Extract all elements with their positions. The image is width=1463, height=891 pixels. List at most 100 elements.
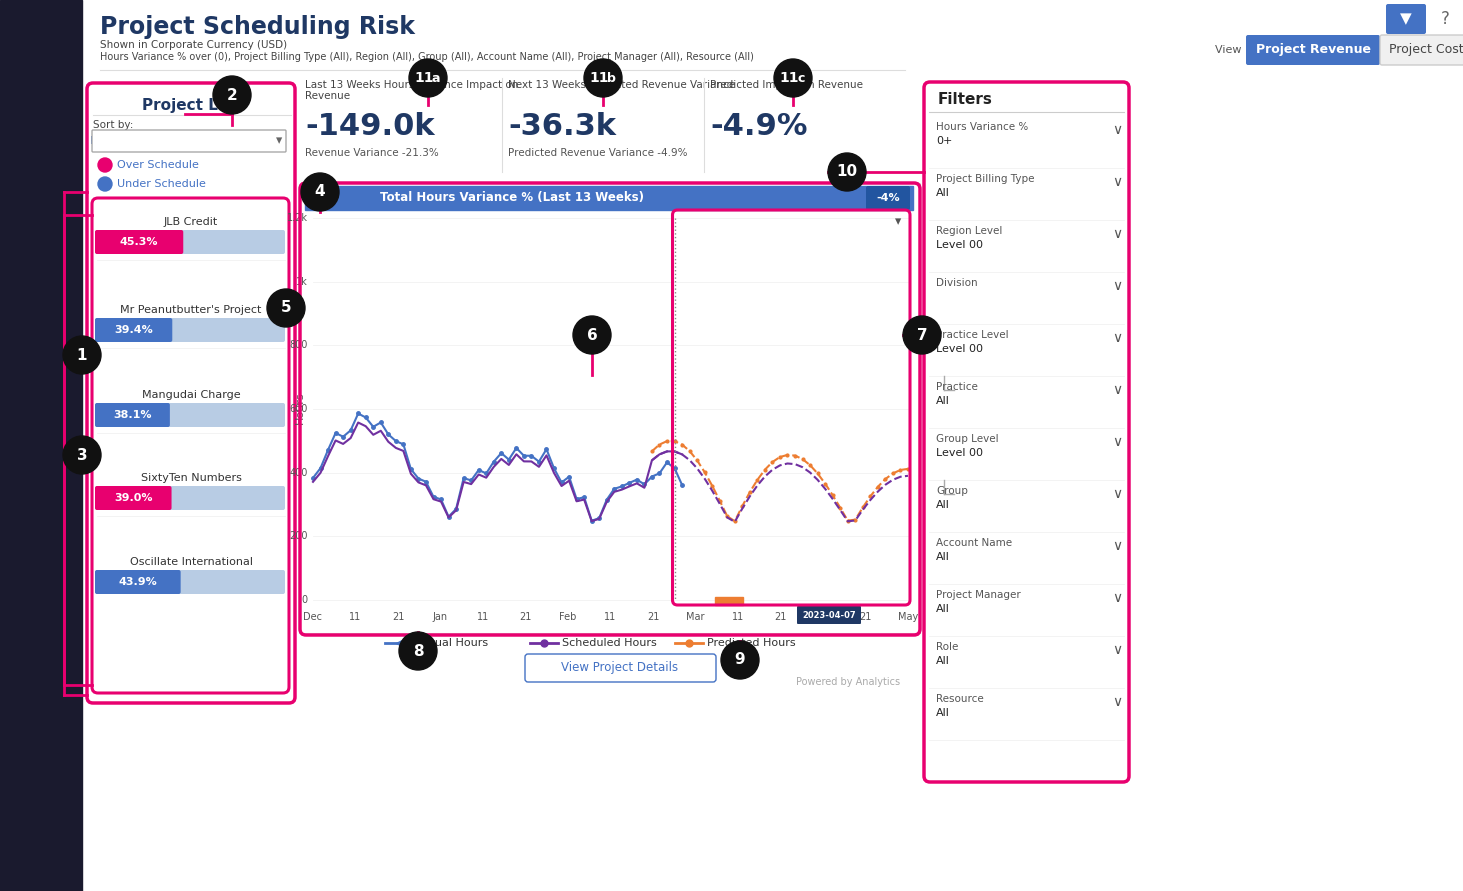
Text: Project Manager: Project Manager <box>936 590 1021 600</box>
Circle shape <box>268 289 304 327</box>
Text: 8: 8 <box>413 643 423 658</box>
Bar <box>304 186 913 210</box>
Text: 11: 11 <box>414 71 433 85</box>
Text: Dec: Dec <box>303 612 322 622</box>
Text: 21: 21 <box>519 612 531 622</box>
Text: SixtyTen Numbers: SixtyTen Numbers <box>140 473 241 483</box>
FancyBboxPatch shape <box>866 186 910 210</box>
Text: 0+: 0+ <box>936 136 952 146</box>
Text: -36.3k: -36.3k <box>508 112 616 141</box>
Text: Over Schedule: Over Schedule <box>117 160 199 170</box>
Text: ▼: ▼ <box>1400 12 1412 27</box>
Text: All: All <box>936 604 949 614</box>
Text: 11: 11 <box>350 612 361 622</box>
Text: Mangudai Charge: Mangudai Charge <box>142 390 240 400</box>
Text: ∨: ∨ <box>1112 227 1122 241</box>
Text: 9: 9 <box>734 652 745 667</box>
FancyBboxPatch shape <box>86 83 296 703</box>
Text: Predicted Revenue Variance -4.9%: Predicted Revenue Variance -4.9% <box>508 148 688 158</box>
Text: c: c <box>797 71 805 85</box>
Text: ∨: ∨ <box>1112 383 1122 397</box>
Text: Scheduled Hours: Scheduled Hours <box>562 638 657 648</box>
Text: 4: 4 <box>315 184 325 200</box>
Text: 1: 1 <box>76 347 88 363</box>
FancyBboxPatch shape <box>92 130 285 152</box>
Text: ∨: ∨ <box>1112 539 1122 553</box>
Text: 600: 600 <box>290 404 309 414</box>
Text: ▾: ▾ <box>275 135 282 148</box>
Text: ∨: ∨ <box>1112 487 1122 501</box>
Text: 11: 11 <box>780 71 799 85</box>
Text: Project List: Project List <box>142 98 240 113</box>
Text: 2: 2 <box>227 87 237 102</box>
Text: Level 00: Level 00 <box>936 344 983 354</box>
Text: ∨: ∨ <box>1112 123 1122 137</box>
Text: 39.4%: 39.4% <box>114 325 154 335</box>
FancyBboxPatch shape <box>95 318 173 342</box>
Text: Project Billing Type: Project Billing Type <box>936 174 1034 184</box>
Text: Under Schedule: Under Schedule <box>117 179 206 189</box>
Text: All: All <box>936 188 949 198</box>
Text: ∨: ∨ <box>1112 175 1122 189</box>
Text: Hours: Hours <box>296 392 304 424</box>
Bar <box>715 597 743 605</box>
Text: Level 00: Level 00 <box>936 240 983 250</box>
Text: Filters: Filters <box>938 92 993 107</box>
Text: Resource: Resource <box>936 694 983 704</box>
Text: 11: 11 <box>477 612 489 622</box>
Text: Next 13 Weeks Predicted Revenue Variance: Next 13 Weeks Predicted Revenue Variance <box>508 80 736 90</box>
Text: 10: 10 <box>837 165 857 179</box>
Text: Role: Role <box>936 642 958 652</box>
Text: 800: 800 <box>290 340 309 350</box>
Text: All: All <box>936 708 949 718</box>
Circle shape <box>903 316 941 354</box>
Text: All: All <box>936 552 949 562</box>
Text: -4%: -4% <box>876 193 900 203</box>
FancyBboxPatch shape <box>95 230 285 254</box>
Text: Actual Hours: Actual Hours <box>417 638 489 648</box>
FancyBboxPatch shape <box>1380 35 1463 65</box>
FancyBboxPatch shape <box>95 570 180 594</box>
Circle shape <box>63 436 101 474</box>
Text: 5: 5 <box>281 300 291 315</box>
Text: Sort by:: Sort by: <box>94 120 133 130</box>
Text: Practice: Practice <box>936 382 977 392</box>
Text: Hours Variance % over (0), Project Billing Type (All), Region (All), Group (All): Hours Variance % over (0), Project Billi… <box>99 52 753 62</box>
Text: ∨: ∨ <box>1112 331 1122 345</box>
Text: 11: 11 <box>732 612 745 622</box>
Text: 11: 11 <box>590 71 609 85</box>
Circle shape <box>410 59 448 97</box>
FancyBboxPatch shape <box>1385 4 1426 34</box>
Text: Mar: Mar <box>686 612 705 622</box>
Text: ∨: ∨ <box>1112 279 1122 293</box>
Circle shape <box>573 316 612 354</box>
Text: JLB Credit: JLB Credit <box>164 217 218 227</box>
FancyBboxPatch shape <box>95 318 285 342</box>
FancyBboxPatch shape <box>95 486 171 510</box>
Circle shape <box>721 641 759 679</box>
FancyBboxPatch shape <box>797 606 862 624</box>
Text: View by: View by <box>1214 45 1258 55</box>
Text: 39.0%: 39.0% <box>114 493 152 503</box>
Text: View Project Details: View Project Details <box>562 661 679 674</box>
FancyBboxPatch shape <box>95 230 183 254</box>
Text: Jan: Jan <box>433 612 448 622</box>
Circle shape <box>301 173 339 211</box>
Text: Revenue: Revenue <box>304 91 350 101</box>
Text: Project Revenue: Project Revenue <box>1255 44 1371 56</box>
FancyBboxPatch shape <box>925 82 1129 782</box>
Text: Mr Peanutbutter's Project: Mr Peanutbutter's Project <box>120 305 262 315</box>
Text: ▾: ▾ <box>895 216 901 228</box>
Text: Predicted Hours: Predicted Hours <box>707 638 796 648</box>
Bar <box>300 183 920 633</box>
Text: -4.9%: -4.9% <box>710 112 808 141</box>
Text: Powered by Analytics: Powered by Analytics <box>796 677 900 687</box>
Text: 38.1%: 38.1% <box>113 410 152 420</box>
Text: 1k: 1k <box>296 277 309 287</box>
Text: 400: 400 <box>290 468 309 478</box>
Text: ?: ? <box>1441 10 1450 28</box>
Text: All: All <box>936 656 949 666</box>
Text: -149.0k: -149.0k <box>304 112 435 141</box>
Text: 2023-04-07: 2023-04-07 <box>802 610 856 619</box>
Text: ∨: ∨ <box>1112 643 1122 657</box>
